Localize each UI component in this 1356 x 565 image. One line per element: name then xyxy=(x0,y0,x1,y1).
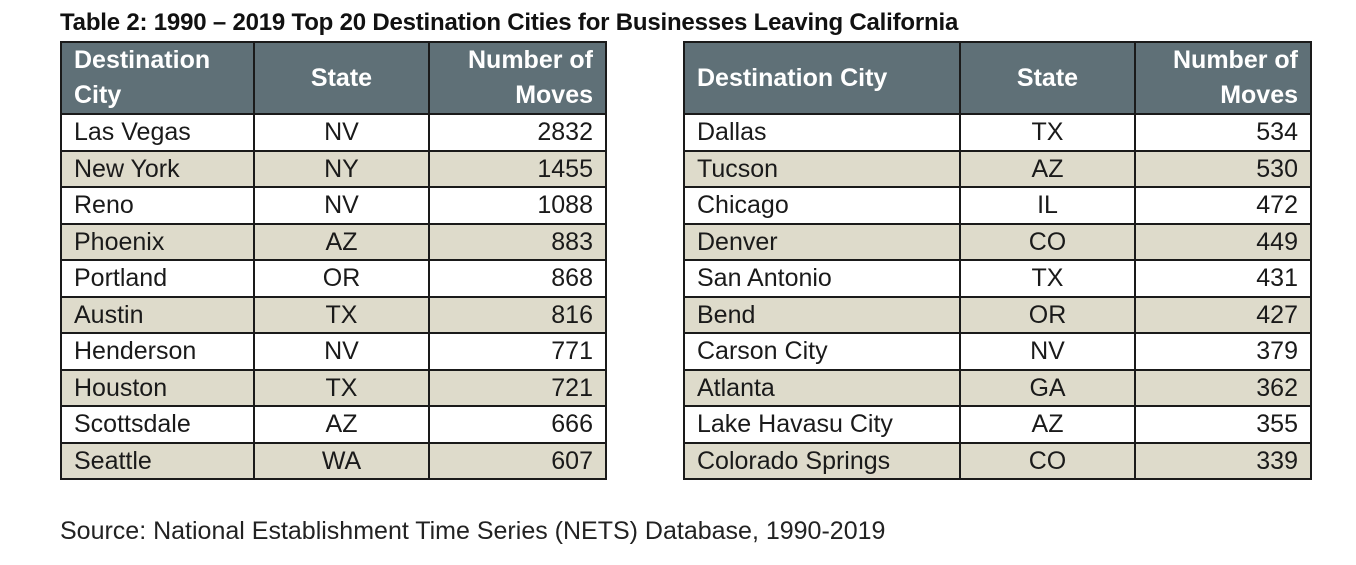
table-row: Lake Havasu City AZ 355 xyxy=(683,405,1312,444)
cell-state: GA xyxy=(959,368,1136,407)
cell-moves: 355 xyxy=(1134,405,1312,444)
cell-city: Las Vegas xyxy=(60,113,255,152)
cell-moves: 534 xyxy=(1134,113,1312,152)
cell-city: Colorado Springs xyxy=(683,441,961,480)
cell-city: Seattle xyxy=(60,441,255,480)
cell-moves: 607 xyxy=(428,441,607,480)
cell-city: Houston xyxy=(60,368,255,407)
cell-moves: 816 xyxy=(428,295,607,334)
cell-moves: 472 xyxy=(1134,186,1312,225)
header-state: State xyxy=(959,41,1136,115)
header-row: Destination City State Number of Moves xyxy=(60,41,607,115)
destination-table-right: Destination City State Number of Moves D… xyxy=(683,41,1312,480)
cell-city: Phoenix xyxy=(60,222,255,261)
table-title: Table 2: 1990 – 2019 Top 20 Destination … xyxy=(60,9,959,36)
cell-state: AZ xyxy=(959,149,1136,188)
table-row: Las Vegas NV 2832 xyxy=(60,113,607,152)
cell-moves: 721 xyxy=(428,368,607,407)
cell-city: Carson City xyxy=(683,332,961,371)
cell-state: TX xyxy=(959,259,1136,298)
table-row: Houston TX 721 xyxy=(60,368,607,407)
cell-moves: 362 xyxy=(1134,368,1312,407)
cell-state: NV xyxy=(253,186,430,225)
cell-city: Reno xyxy=(60,186,255,225)
cell-city: Scottsdale xyxy=(60,405,255,444)
header-destination-city: Destination City xyxy=(683,41,961,115)
cell-moves: 771 xyxy=(428,332,607,371)
table-row: San Antonio TX 431 xyxy=(683,259,1312,298)
source-note: Source: National Establishment Time Seri… xyxy=(60,517,886,545)
cell-moves: 431 xyxy=(1134,259,1312,298)
table-row: Henderson NV 771 xyxy=(60,332,607,371)
table-row: Scottsdale AZ 666 xyxy=(60,405,607,444)
cell-city: Bend xyxy=(683,295,961,334)
cell-state: CO xyxy=(959,222,1136,261)
table-row: Atlanta GA 362 xyxy=(683,368,1312,407)
table-body-left: Las Vegas NV 2832 New York NY 1455 Reno NV 1088 P… xyxy=(60,113,607,480)
cell-city: Portland xyxy=(60,259,255,298)
table-row: Portland OR 868 xyxy=(60,259,607,298)
table-row: Seattle WA 607 xyxy=(60,441,607,480)
header-number-of-moves: Number of Moves xyxy=(428,41,607,115)
table-row: Colorado Springs CO 339 xyxy=(683,441,1312,480)
table-row: Dallas TX 534 xyxy=(683,113,1312,152)
header-state: State xyxy=(253,41,430,115)
table-row: Austin TX 816 xyxy=(60,295,607,334)
cell-state: NV xyxy=(959,332,1136,371)
table-row: Carson City NV 379 xyxy=(683,332,1312,371)
cell-state: AZ xyxy=(959,405,1136,444)
cell-state: OR xyxy=(959,295,1136,334)
cell-city: Atlanta xyxy=(683,368,961,407)
cell-moves: 449 xyxy=(1134,222,1312,261)
cell-moves: 666 xyxy=(428,405,607,444)
cell-moves: 883 xyxy=(428,222,607,261)
table-row: Phoenix AZ 883 xyxy=(60,222,607,261)
cell-state: NV xyxy=(253,332,430,371)
header-row: Destination City State Number of Moves xyxy=(683,41,1312,115)
table-row: Denver CO 449 xyxy=(683,222,1312,261)
cell-city: Denver xyxy=(683,222,961,261)
table-row: Chicago IL 472 xyxy=(683,186,1312,225)
cell-state: TX xyxy=(959,113,1136,152)
destination-table-left: Destination City State Number of Moves L… xyxy=(60,41,607,480)
cell-state: TX xyxy=(253,295,430,334)
table-row: Bend OR 427 xyxy=(683,295,1312,334)
table-row: Reno NV 1088 xyxy=(60,186,607,225)
cell-moves: 868 xyxy=(428,259,607,298)
header-destination-city: Destination City xyxy=(60,41,255,115)
cell-city: Lake Havasu City xyxy=(683,405,961,444)
cell-state: CO xyxy=(959,441,1136,480)
cell-state: OR xyxy=(253,259,430,298)
cell-city: San Antonio xyxy=(683,259,961,298)
cell-moves: 530 xyxy=(1134,149,1312,188)
cell-moves: 427 xyxy=(1134,295,1312,334)
cell-city: Chicago xyxy=(683,186,961,225)
cell-moves: 1455 xyxy=(428,149,607,188)
table-row: Tucson AZ 530 xyxy=(683,149,1312,188)
cell-state: NY xyxy=(253,149,430,188)
cell-city: New York xyxy=(60,149,255,188)
cell-moves: 379 xyxy=(1134,332,1312,371)
cell-moves: 2832 xyxy=(428,113,607,152)
table-row: New York NY 1455 xyxy=(60,149,607,188)
cell-state: IL xyxy=(959,186,1136,225)
cell-state: TX xyxy=(253,368,430,407)
cell-moves: 339 xyxy=(1134,441,1312,480)
cell-moves: 1088 xyxy=(428,186,607,225)
cell-state: WA xyxy=(253,441,430,480)
cell-city: Dallas xyxy=(683,113,961,152)
cell-state: AZ xyxy=(253,405,430,444)
cell-city: Henderson xyxy=(60,332,255,371)
cell-state: NV xyxy=(253,113,430,152)
cell-city: Austin xyxy=(60,295,255,334)
header-number-of-moves: Number of Moves xyxy=(1134,41,1312,115)
cell-state: AZ xyxy=(253,222,430,261)
cell-city: Tucson xyxy=(683,149,961,188)
table-body-right: Dallas TX 534 Tucson AZ 530 Chicago IL 472 Denver… xyxy=(683,113,1312,480)
